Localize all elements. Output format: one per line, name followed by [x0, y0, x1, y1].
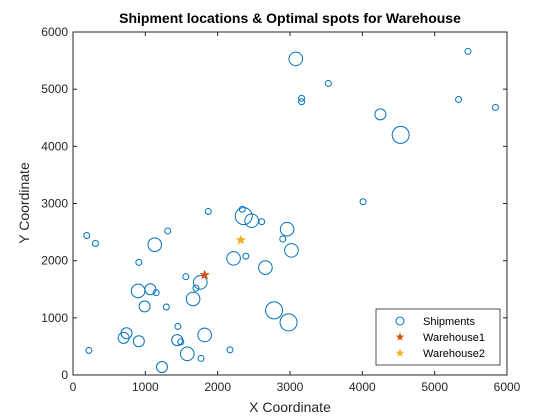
x-tick-label: 4000: [349, 380, 376, 394]
y-tick-label: 2000: [41, 254, 68, 268]
x-tick-label: 0: [70, 380, 77, 394]
x-axis-label: X Coordinate: [249, 399, 331, 415]
y-tick-label: 6000: [41, 25, 68, 39]
y-tick-label: 4000: [41, 139, 68, 153]
y-tick-label: 5000: [41, 82, 68, 96]
y-tick-label: 3000: [41, 197, 68, 211]
legend: Shipments Warehouse1 Warehouse2: [376, 309, 500, 365]
x-tick-label: 6000: [494, 380, 521, 394]
x-tick-label: 1000: [132, 380, 159, 394]
legend-shipments-label: Shipments: [423, 316, 475, 328]
legend-warehouse2-label: Warehouse2: [423, 348, 485, 360]
x-tick-label: 3000: [277, 380, 304, 394]
chart-title: Shipment locations & Optimal spots for W…: [119, 10, 461, 26]
legend-warehouse1-label: Warehouse1: [423, 332, 485, 344]
x-tick-label: 2000: [204, 380, 231, 394]
x-tick-label: 5000: [421, 380, 448, 394]
y-axis-label: Y Coordinate: [16, 162, 32, 244]
y-tick-label: 1000: [41, 311, 68, 325]
y-tick-label: 0: [61, 368, 68, 382]
